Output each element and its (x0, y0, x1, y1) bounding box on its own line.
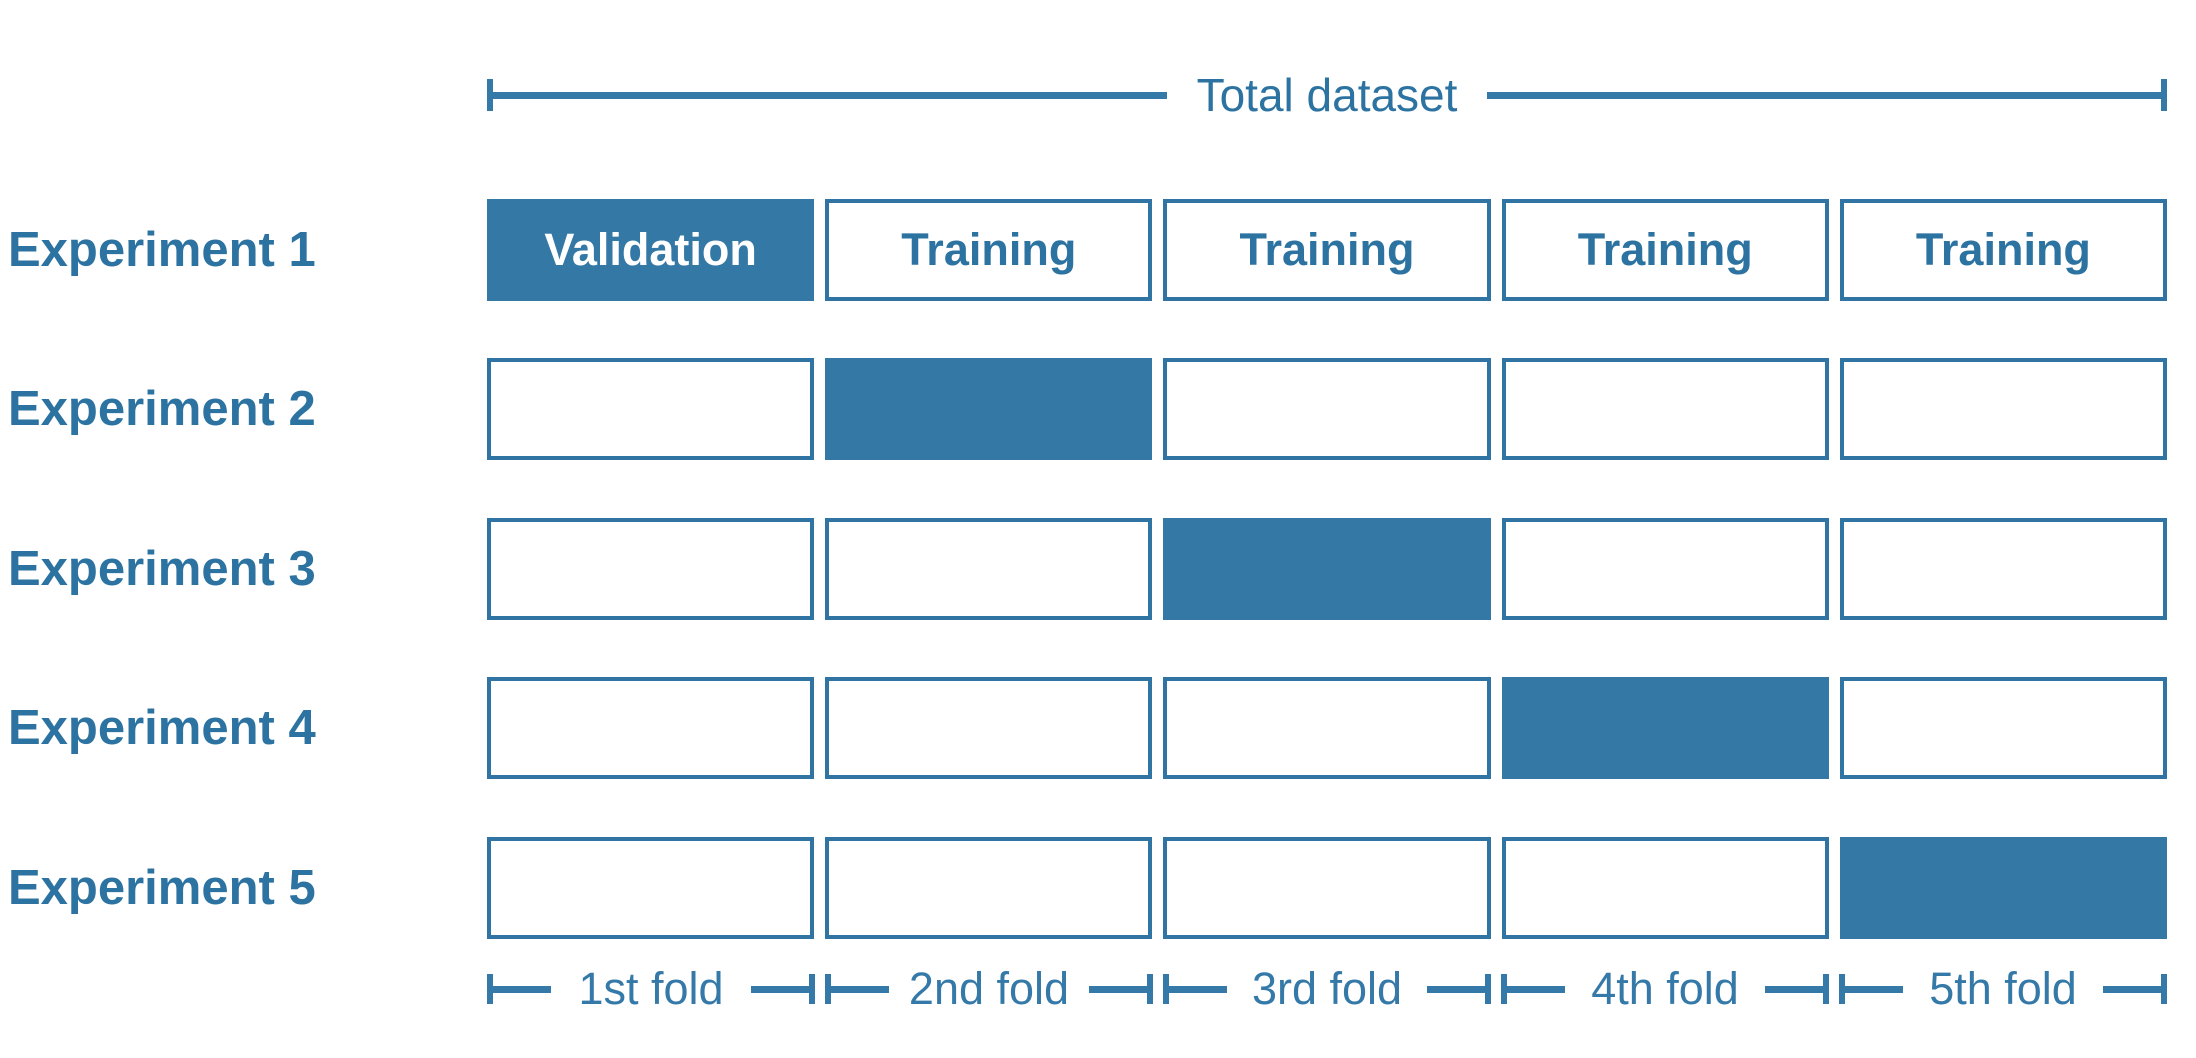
training-cell (1163, 677, 1491, 779)
bracket-left-tick-icon (487, 79, 493, 111)
training-cell (1839, 518, 2168, 620)
experiment-label: Experiment 1 (8, 223, 316, 277)
training-cell (1501, 518, 1829, 620)
fold-cells: Validation Training Training Training Traini… (487, 199, 2168, 301)
tick-bar (1823, 974, 1829, 1004)
experiment-row-3: Experiment 3 (0, 518, 2196, 620)
training-cell: Training (1501, 199, 1829, 301)
fold-axis-item-4: 4th fold (1501, 955, 1829, 1023)
fold-right-tick-icon (751, 974, 815, 1004)
tick-line (493, 985, 551, 993)
training-cell (487, 358, 815, 460)
bracket-left-line (493, 91, 1167, 99)
validation-cell (1163, 518, 1491, 620)
training-cell (1163, 358, 1491, 460)
fold-right-tick-icon (1765, 974, 1829, 1004)
total-dataset-label: Total dataset (1196, 69, 1458, 121)
fold-cells (487, 358, 2168, 460)
tick-bar (825, 974, 831, 1004)
validation-cell: Validation (487, 199, 815, 301)
experiment-row-4: Experiment 4 (0, 677, 2196, 779)
tick-bar (1485, 974, 1491, 1004)
tick-line (1169, 985, 1227, 993)
tick-bar (487, 974, 493, 1004)
training-cell: Training (1839, 199, 2168, 301)
fold-label: 2nd fold (908, 963, 1070, 1014)
fold-right-tick-icon (1089, 974, 1153, 1004)
training-cell (487, 518, 815, 620)
tick-line (2103, 985, 2161, 993)
fold-axis-item-3: 3rd fold (1163, 955, 1491, 1023)
tick-line (751, 985, 809, 993)
training-cell: Training (1163, 199, 1491, 301)
tick-bar (1501, 974, 1507, 1004)
tick-bar (1147, 974, 1153, 1004)
training-cell (1839, 358, 2168, 460)
fold-right-tick-icon (2103, 974, 2167, 1004)
validation-cell (1839, 837, 2168, 939)
fold-left-tick-icon (487, 974, 551, 1004)
experiment-row-5: Experiment 5 (0, 837, 2196, 939)
fold-right-tick-icon (1427, 974, 1491, 1004)
experiment-label: Experiment 2 (8, 382, 316, 436)
fold-left-tick-icon (1839, 974, 1903, 1004)
experiment-row-1: Experiment 1 Validation Training Training Tr… (0, 199, 2196, 301)
training-cell (1163, 837, 1491, 939)
tick-bar (2161, 974, 2167, 1004)
training-cell (825, 837, 1153, 939)
tick-line (1089, 985, 1147, 993)
fold-label: 4th fold (1591, 963, 1739, 1014)
validation-cell (825, 358, 1153, 460)
tick-bar (1163, 974, 1169, 1004)
total-dataset-bracket: Total dataset (487, 69, 2167, 121)
fold-left-tick-icon (825, 974, 889, 1004)
training-cell (1501, 837, 1829, 939)
fold-label: 3rd fold (1251, 963, 1403, 1014)
fold-cells (487, 518, 2168, 620)
training-cell (1501, 358, 1829, 460)
tick-bar (809, 974, 815, 1004)
fold-cells (487, 677, 2168, 779)
fold-axis-item-5: 5th fold (1839, 955, 2167, 1023)
experiment-label: Experiment 5 (8, 861, 316, 915)
fold-cells (487, 837, 2168, 939)
tick-line (1507, 985, 1565, 993)
bracket-right-line (1487, 91, 2161, 99)
fold-axis: 1st fold 2nd fold 3rd fold 4th fold 5th fold (487, 955, 2167, 1023)
training-cell (825, 518, 1153, 620)
fold-label: 1st fold (578, 963, 724, 1014)
tick-line (831, 985, 889, 993)
training-cell (1839, 677, 2168, 779)
bracket-right-tick-icon (2161, 79, 2167, 111)
experiment-label: Experiment 3 (8, 542, 316, 596)
fold-left-tick-icon (1163, 974, 1227, 1004)
fold-label: 5th fold (1929, 963, 2077, 1014)
fold-left-tick-icon (1501, 974, 1565, 1004)
tick-line (1845, 985, 1903, 993)
training-cell (487, 677, 815, 779)
experiment-row-2: Experiment 2 (0, 358, 2196, 460)
tick-line (1427, 985, 1485, 993)
training-cell (825, 677, 1153, 779)
experiment-label: Experiment 4 (8, 701, 316, 755)
tick-line (1765, 985, 1823, 993)
fold-axis-item-1: 1st fold (487, 955, 815, 1023)
training-cell: Training (825, 199, 1153, 301)
fold-axis-item-2: 2nd fold (825, 955, 1153, 1023)
training-cell (487, 837, 815, 939)
tick-bar (1839, 974, 1845, 1004)
validation-cell (1501, 677, 1829, 779)
